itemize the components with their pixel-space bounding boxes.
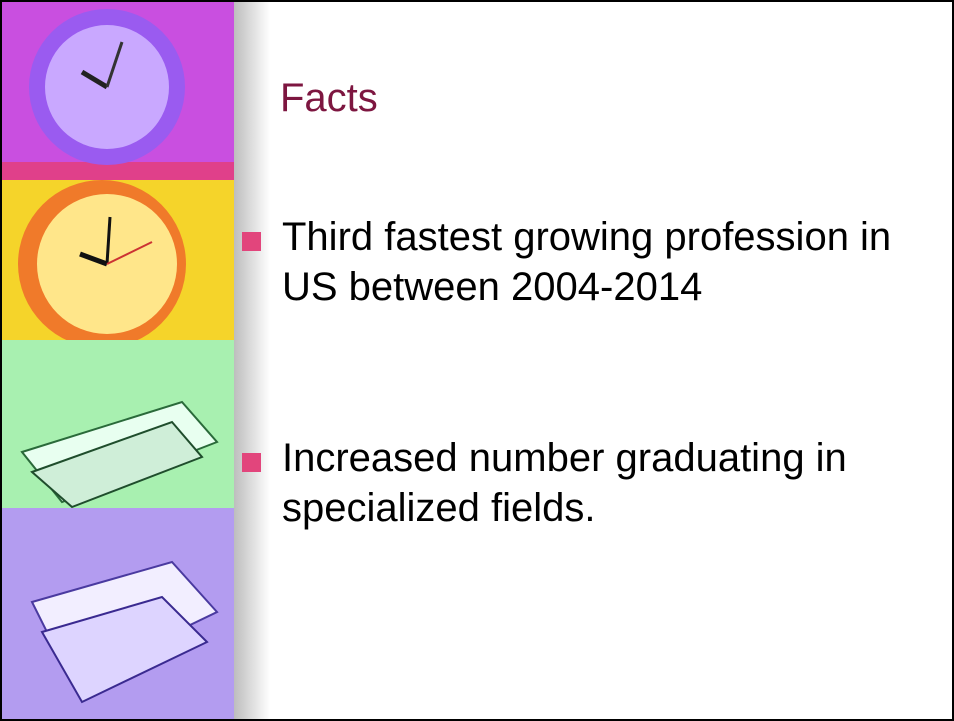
bullet: Increased number graduating in specializ… xyxy=(240,433,932,533)
strip-shadow xyxy=(234,2,270,719)
bullet-list: Third fastest growing profession in US b… xyxy=(240,212,940,654)
decorative-strip xyxy=(2,2,236,719)
bullet: Third fastest growing profession in US b… xyxy=(240,212,932,312)
slide-title: Facts xyxy=(280,76,378,120)
